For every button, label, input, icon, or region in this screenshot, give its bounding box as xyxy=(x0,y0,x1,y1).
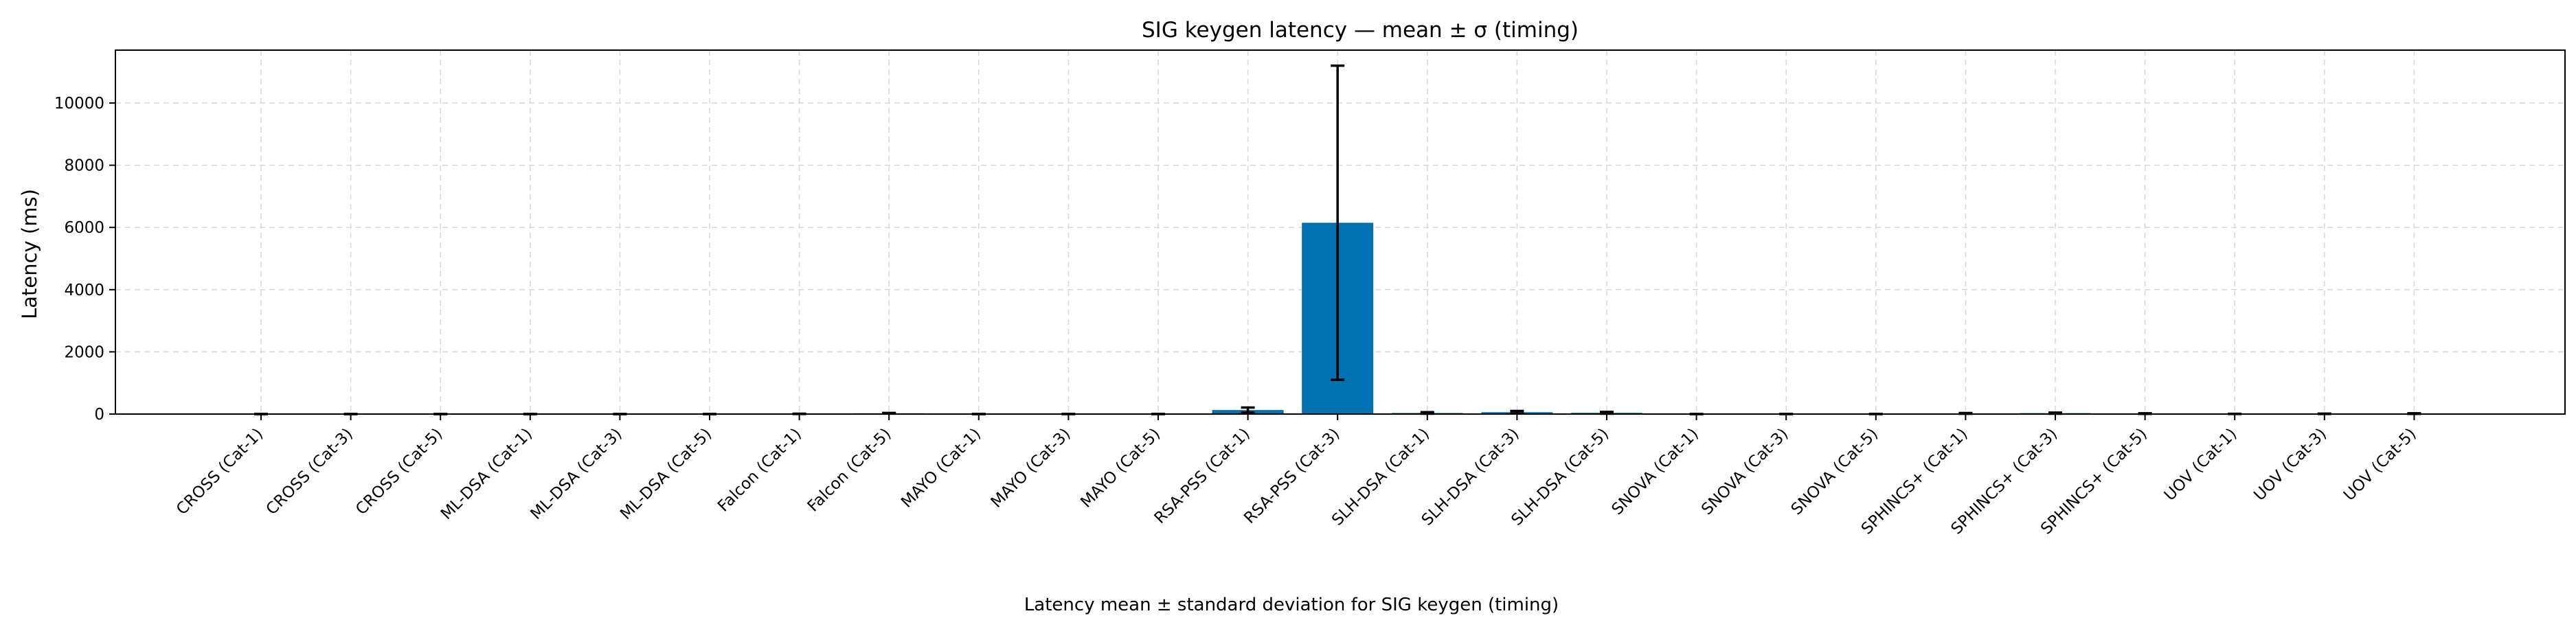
x-tick-label: SNOVA (Cat-3) xyxy=(1698,425,1792,518)
error-bars xyxy=(254,64,2421,415)
x-tick-label: UOV (Cat-1) xyxy=(2161,425,2241,505)
x-tick-label: CROSS (Cat-5) xyxy=(352,425,446,518)
y-tick-label: 10000 xyxy=(54,95,104,113)
x-tick-label: ML-DSA (Cat-5) xyxy=(617,425,715,523)
x-tick-label: Falcon (Cat-1) xyxy=(714,425,805,516)
y-tick-label: 6000 xyxy=(64,219,104,237)
x-tick-label: RSA-PSS (Cat-3) xyxy=(1241,425,1343,527)
chart-caption: Latency mean ± standard deviation for SI… xyxy=(1024,595,1559,615)
y-tick-label: 4000 xyxy=(64,282,104,299)
x-tick-label: UOV (Cat-5) xyxy=(2340,425,2420,505)
y-axis-label: Latency (ms) xyxy=(18,189,41,319)
x-tick-label: SNOVA (Cat-1) xyxy=(1608,425,1702,518)
x-tick-label: CROSS (Cat-3) xyxy=(263,425,357,518)
x-tick-label: MAYO (Cat-5) xyxy=(1077,425,1164,512)
x-tick-label: SLH-DSA (Cat-3) xyxy=(1419,425,1523,529)
plot-frame xyxy=(115,49,2566,415)
x-tick-label: SLH-DSA (Cat-5) xyxy=(1508,425,1612,529)
x-tick-label: UOV (Cat-3) xyxy=(2250,425,2330,505)
x-tick-label: SNOVA (Cat-5) xyxy=(1788,425,1882,518)
x-tick-label: ML-DSA (Cat-3) xyxy=(528,425,626,523)
x-tick-label: MAYO (Cat-3) xyxy=(988,425,1074,512)
x-tick-label: SLH-DSA (Cat-1) xyxy=(1329,425,1433,529)
chart-title: SIG keygen latency — mean ± σ (timing) xyxy=(1142,18,1579,43)
y-tick-label: 8000 xyxy=(64,157,104,175)
y-tick-label: 0 xyxy=(94,406,104,424)
y-tick-label: 2000 xyxy=(64,343,104,361)
x-axis-ticks: CROSS (Cat-1)CROSS (Cat-3)CROSS (Cat-5)M… xyxy=(173,414,2420,538)
grid-lines xyxy=(115,50,2565,415)
x-tick-label: Falcon (Cat-5) xyxy=(804,425,895,516)
y-axis-ticks: 0 2000 4000 6000 8000 10000 xyxy=(54,95,115,424)
x-tick-label: ML-DSA (Cat-1) xyxy=(438,425,536,523)
x-tick-label: MAYO (Cat-1) xyxy=(898,425,984,512)
x-tick-label: RSA-PSS (Cat-1) xyxy=(1151,425,1254,527)
x-tick-label: CROSS (Cat-1) xyxy=(173,425,267,518)
